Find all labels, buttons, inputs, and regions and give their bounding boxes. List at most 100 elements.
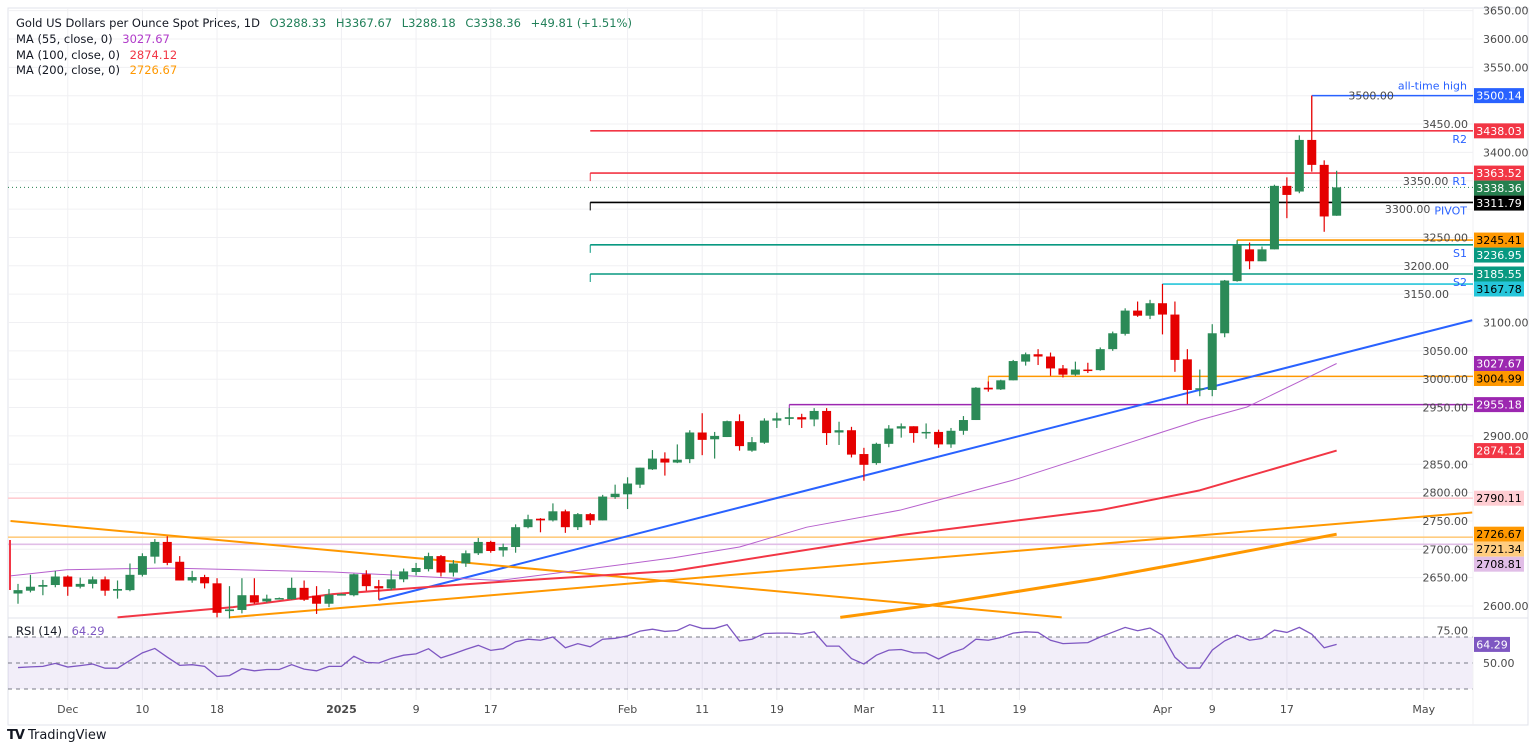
grid-lines — [8, 8, 1473, 700]
candle — [1182, 349, 1192, 405]
candle — [921, 423, 931, 439]
candle-body — [249, 595, 259, 603]
price-label-bg — [1474, 247, 1524, 263]
price-axis[interactable]: 2600.00 2650.00 2700.00 2750.00 2800.00 2850.… — [1348, 5, 1528, 613]
candle — [735, 414, 745, 451]
candle — [473, 537, 483, 555]
candle — [523, 514, 533, 529]
candle — [1120, 308, 1130, 336]
candle — [685, 430, 695, 464]
tradingview-logo[interactable]: TV TradingView — [7, 728, 106, 743]
price-label-3236.95: 3236.95 — [1474, 247, 1524, 263]
candle — [772, 412, 782, 428]
time-axis[interactable]: Dec 10 18 2025 9 17 Feb 11 19 Mar 11 19 Apr 9 17 May — [57, 703, 1435, 716]
ma100-legend[interactable]: MA (100, close, 0) 2874.12 — [16, 48, 183, 62]
candle-body — [200, 577, 210, 584]
time-tick-label: 9 — [413, 703, 420, 716]
ma200-legend[interactable]: MA (200, close, 0) 2726.67 — [16, 63, 183, 77]
price-label-2708.81: 2708.81 — [1474, 556, 1524, 572]
low-value: L3288.18 — [401, 16, 456, 30]
candle — [1095, 347, 1105, 371]
candle-body — [1157, 303, 1167, 315]
candle-body — [498, 547, 508, 551]
price-tick-label: 3300.00 — [1385, 203, 1431, 216]
rsi-label: RSI (14) — [16, 624, 62, 638]
candle-body — [1070, 369, 1080, 375]
rsi-legend[interactable]: RSI (14) 64.29 — [16, 624, 111, 638]
candle — [1195, 369, 1205, 397]
candle-body — [871, 443, 881, 464]
candle-body — [299, 587, 309, 600]
horizontal-levels — [8, 94, 1473, 546]
candle — [287, 577, 297, 600]
candle — [996, 379, 1006, 390]
candle-body — [274, 598, 284, 600]
candle — [50, 570, 60, 588]
level-note-s1: S1 — [1453, 247, 1467, 260]
candle-body — [349, 574, 359, 596]
rsi-tick-label: 75.00 — [1437, 625, 1469, 638]
price-tick-label: 2900.00 — [1483, 430, 1529, 443]
level-note-pivot: PIVOT — [1434, 204, 1467, 217]
price-label-text: 3500.14 — [1476, 90, 1522, 103]
price-label-text: 2874.12 — [1476, 445, 1522, 458]
price-label-text: 3027.67 — [1476, 358, 1522, 371]
ma200-value: 2726.67 — [129, 63, 178, 77]
price-label-bg — [1474, 180, 1524, 196]
candle-body — [784, 417, 794, 419]
price-tick-label: 3450.00 — [1423, 118, 1469, 131]
trendlines — [10, 319, 1473, 619]
price-tick-label: 3650.00 — [1483, 5, 1529, 18]
candle-body — [672, 459, 682, 463]
candle — [1083, 362, 1093, 373]
rsi-polyline — [17, 623, 1337, 678]
rsi-axis[interactable]: 75.00 50.00 — [1437, 625, 1515, 671]
candle — [1108, 331, 1118, 351]
time-tick-label: 11 — [695, 703, 709, 716]
candle — [834, 421, 844, 445]
price-label-bg — [1474, 371, 1524, 387]
candle-body — [896, 426, 906, 429]
level-notes: all-time high R2 R1 PIVOT S1 S2 — [1398, 80, 1467, 289]
candle-body — [710, 435, 720, 440]
rsi-band — [8, 637, 1473, 689]
candle-body — [635, 467, 645, 485]
price-label-bg — [1474, 281, 1524, 297]
candle — [697, 413, 707, 456]
candle-body — [150, 541, 160, 557]
price-label-bg — [1474, 556, 1524, 572]
candle-body — [1108, 333, 1118, 350]
candle — [137, 553, 147, 577]
price-label-bg — [1474, 88, 1524, 104]
candle-body — [212, 583, 222, 613]
support-trendline-blue — [378, 319, 1473, 601]
candle — [1033, 349, 1043, 366]
candle — [1070, 361, 1080, 376]
candle-body — [137, 556, 147, 575]
ma55-legend[interactable]: MA (55, close, 0) 3027.67 — [16, 32, 176, 46]
candle — [249, 578, 259, 604]
candles — [13, 95, 1342, 619]
candle — [610, 484, 620, 499]
candle-body — [809, 410, 819, 420]
candle — [710, 431, 720, 459]
open-value: O3288.33 — [269, 16, 327, 30]
symbol-legend[interactable]: Gold US Dollars per Ounce Spot Prices, 1… — [16, 16, 638, 30]
price-label-2955.18: 2955.18 — [1474, 397, 1524, 413]
candle — [498, 543, 508, 557]
candle-body — [1207, 333, 1217, 390]
candle — [1257, 246, 1267, 262]
candle-body — [224, 609, 234, 612]
price-label-3245.41: 3245.41 — [1474, 232, 1524, 248]
level-note-r2: R2 — [1452, 133, 1467, 146]
price-label-bg — [1474, 526, 1524, 542]
price-label-bg — [1474, 195, 1524, 211]
candle — [63, 575, 73, 596]
candle-body — [983, 387, 993, 390]
price-tick-label: 2750.00 — [1423, 515, 1469, 528]
candle — [187, 570, 197, 583]
price-label-text: 3311.79 — [1476, 197, 1522, 210]
price-label-text: 2708.81 — [1476, 558, 1522, 571]
candle — [784, 408, 794, 426]
